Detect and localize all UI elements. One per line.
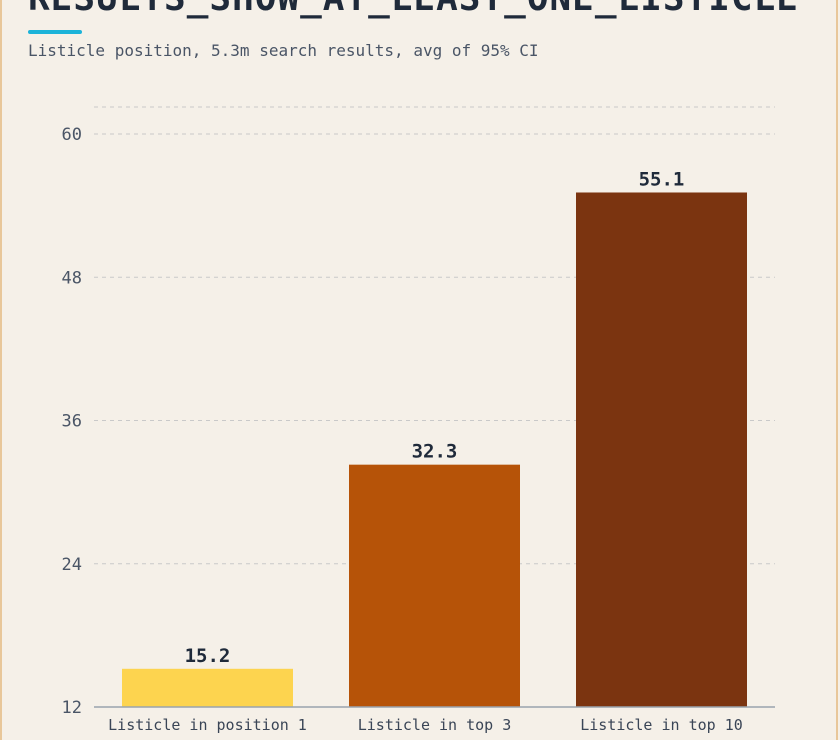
chart-subtitle: Listicle position, 5.3m search results, … xyxy=(28,41,539,60)
data-label: 32.3 xyxy=(412,441,458,463)
x-tick-label: Listicle in top 10 xyxy=(580,716,743,734)
x-tick-label: Listicle in top 3 xyxy=(358,716,512,734)
y-tick-label: 24 xyxy=(62,555,82,575)
data-labels: 15.2 32.3 55.1 xyxy=(185,168,685,666)
bar xyxy=(349,464,520,707)
chart-title: RESULTS_SHOW_AT_LEAST_ONE_LISTICLE xyxy=(28,0,799,19)
title-accent-bar xyxy=(28,30,82,34)
y-tick-label: 12 xyxy=(62,698,82,718)
bar xyxy=(122,668,293,707)
bars xyxy=(122,192,747,707)
data-label: 15.2 xyxy=(185,645,231,667)
x-tick-label: Listicle in position 1 xyxy=(108,716,307,734)
y-tick-label: 36 xyxy=(62,412,82,432)
y-tick-label: 48 xyxy=(62,268,82,288)
y-tick-label: 60 xyxy=(62,125,82,145)
data-label: 55.1 xyxy=(639,168,685,190)
x-axis-ticks: Listicle in position 1 Listicle in top 3 L… xyxy=(108,716,743,734)
gridlines xyxy=(94,106,775,565)
y-axis-ticks: 12 24 36 48 60 xyxy=(62,125,82,718)
bar xyxy=(576,192,747,707)
